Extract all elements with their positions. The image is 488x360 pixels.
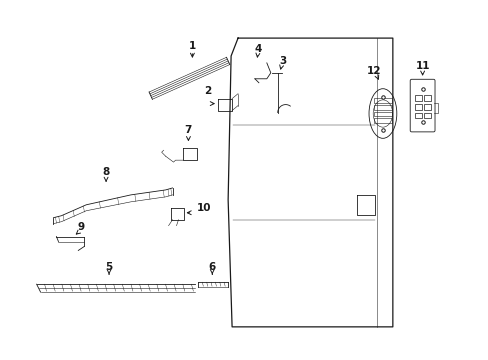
Bar: [423, 104, 429, 109]
Bar: [423, 95, 429, 100]
Bar: [373, 112, 391, 117]
Text: 11: 11: [414, 61, 429, 71]
Text: 9: 9: [78, 222, 84, 231]
Bar: [373, 98, 391, 103]
Text: 12: 12: [366, 66, 381, 76]
Text: 8: 8: [102, 167, 109, 177]
Text: 1: 1: [188, 41, 196, 51]
Bar: [373, 105, 391, 109]
Bar: [423, 113, 429, 118]
Text: 7: 7: [184, 125, 192, 135]
Text: 5: 5: [105, 262, 112, 272]
Bar: [414, 95, 421, 100]
Text: 4: 4: [254, 44, 261, 54]
Bar: [414, 113, 421, 118]
Bar: [414, 104, 421, 109]
Text: 2: 2: [203, 86, 210, 96]
Text: 3: 3: [279, 56, 286, 66]
Bar: [373, 118, 391, 123]
Text: 6: 6: [208, 262, 215, 272]
Text: 10: 10: [196, 203, 210, 213]
